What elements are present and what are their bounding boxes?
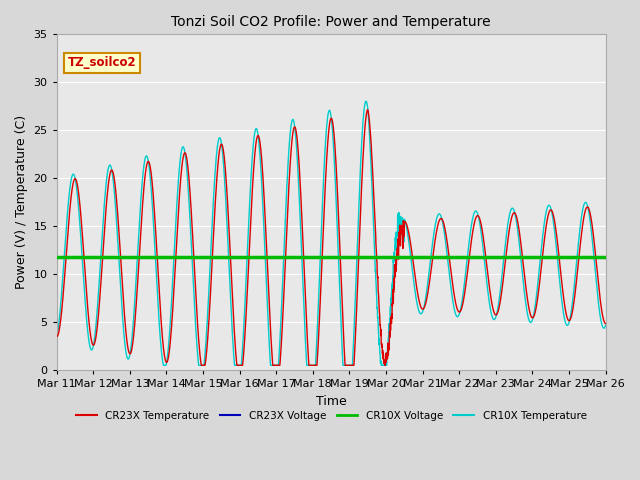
CR10X Temperature bbox=[148, 195, 156, 201]
CR10X Temperature bbox=[53, 335, 61, 340]
CR23X Voltage bbox=[532, 254, 540, 260]
CR23X Temperature bbox=[115, 234, 123, 240]
Line: CR10X Temperature: CR10X Temperature bbox=[57, 101, 605, 365]
CR10X Temperature bbox=[115, 264, 123, 269]
Title: Tonzi Soil CO2 Profile: Power and Temperature: Tonzi Soil CO2 Profile: Power and Temper… bbox=[172, 15, 491, 29]
CR10X Temperature bbox=[287, 122, 295, 128]
CR23X Temperature bbox=[287, 147, 295, 153]
CR10X Temperature bbox=[264, 304, 271, 310]
CR23X Temperature bbox=[591, 249, 599, 255]
CR23X Temperature bbox=[198, 362, 205, 368]
CR23X Voltage bbox=[602, 254, 609, 260]
CR10X Temperature bbox=[602, 323, 609, 328]
CR23X Voltage bbox=[115, 254, 123, 260]
CR10X Temperature bbox=[532, 296, 540, 302]
CR23X Temperature bbox=[602, 321, 609, 326]
X-axis label: Time: Time bbox=[316, 395, 346, 408]
CR10X Temperature bbox=[362, 98, 370, 104]
CR10X Temperature bbox=[159, 362, 167, 368]
Y-axis label: Power (V) / Temperature (C): Power (V) / Temperature (C) bbox=[15, 115, 28, 289]
CR23X Temperature bbox=[532, 305, 540, 311]
CR23X Voltage bbox=[287, 254, 295, 260]
CR10X Voltage bbox=[53, 254, 61, 260]
CR10X Temperature bbox=[591, 267, 599, 273]
CR23X Voltage bbox=[53, 254, 61, 260]
Line: CR23X Temperature: CR23X Temperature bbox=[57, 109, 605, 365]
Text: TZ_soilco2: TZ_soilco2 bbox=[68, 56, 136, 69]
CR23X Temperature bbox=[364, 107, 372, 112]
Legend: CR23X Temperature, CR23X Voltage, CR10X Voltage, CR10X Temperature: CR23X Temperature, CR23X Voltage, CR10X … bbox=[72, 407, 591, 425]
CR23X Voltage bbox=[591, 254, 598, 260]
CR23X Temperature bbox=[264, 263, 271, 268]
CR23X Temperature bbox=[53, 334, 61, 339]
CR10X Voltage bbox=[90, 254, 97, 260]
CR23X Voltage bbox=[148, 254, 156, 260]
CR23X Temperature bbox=[148, 177, 156, 183]
CR23X Voltage bbox=[263, 254, 271, 260]
